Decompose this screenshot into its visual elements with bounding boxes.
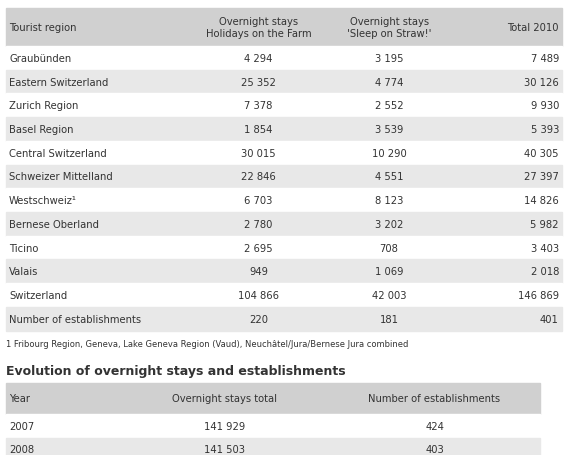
Text: Evolution of overnight stays and establishments: Evolution of overnight stays and establi…	[6, 364, 345, 377]
Text: 424: 424	[425, 421, 444, 431]
Text: 4 294: 4 294	[244, 54, 273, 64]
Bar	[6, 236, 562, 260]
Bar	[6, 383, 540, 414]
Text: Overnight stays
Holidays on the Farm: Overnight stays Holidays on the Farm	[206, 17, 311, 39]
Text: 2008: 2008	[9, 445, 34, 455]
Text: 104 866: 104 866	[238, 290, 279, 300]
Text: 3 195: 3 195	[375, 54, 403, 64]
Text: Number of establishments: Number of establishments	[9, 314, 141, 324]
Text: 2 780: 2 780	[244, 219, 273, 229]
Bar	[6, 283, 562, 307]
Text: 7 378: 7 378	[244, 101, 273, 111]
Text: 141 929: 141 929	[204, 421, 245, 431]
Text: 30 126: 30 126	[524, 77, 559, 87]
Bar	[6, 47, 562, 71]
Text: 2 552: 2 552	[375, 101, 403, 111]
Text: 3 202: 3 202	[375, 219, 403, 229]
Text: 40 305: 40 305	[524, 148, 559, 158]
Text: Total 2010: Total 2010	[507, 23, 559, 33]
Text: 146 869: 146 869	[518, 290, 559, 300]
Text: Zurich Region: Zurich Region	[9, 101, 78, 111]
Text: 949: 949	[249, 267, 268, 277]
Bar	[6, 142, 562, 165]
Text: Schweizer Mittelland: Schweizer Mittelland	[9, 172, 113, 182]
Text: 5 393: 5 393	[531, 125, 559, 135]
Text: 1 854: 1 854	[244, 125, 273, 135]
Bar	[6, 260, 562, 283]
Bar	[6, 212, 562, 236]
Text: 6 703: 6 703	[244, 196, 273, 206]
Bar	[6, 165, 562, 189]
Text: 4 551: 4 551	[375, 172, 403, 182]
Text: Valais: Valais	[9, 267, 39, 277]
Bar	[6, 94, 562, 118]
Text: Overnight stays
'Sleep on Straw!': Overnight stays 'Sleep on Straw!'	[347, 17, 431, 39]
Text: 220: 220	[249, 314, 268, 324]
Text: 7 489: 7 489	[531, 54, 559, 64]
Text: 10 290: 10 290	[371, 148, 407, 158]
Text: Eastern Switzerland: Eastern Switzerland	[9, 77, 108, 87]
Text: 2007: 2007	[9, 421, 34, 431]
Text: 27 397: 27 397	[524, 172, 559, 182]
Text: 42 003: 42 003	[372, 290, 406, 300]
Text: 403: 403	[425, 445, 444, 455]
Bar	[6, 118, 562, 142]
Text: Graubünden: Graubünden	[9, 54, 72, 64]
Text: Westschweiz¹: Westschweiz¹	[9, 196, 77, 206]
Bar	[6, 9, 562, 47]
Bar	[6, 307, 562, 331]
Text: Central Switzerland: Central Switzerland	[9, 148, 107, 158]
Bar	[6, 414, 540, 438]
Text: Number of establishments: Number of establishments	[369, 394, 500, 404]
Text: 30 015: 30 015	[241, 148, 275, 158]
Text: 4 774: 4 774	[375, 77, 403, 87]
Text: 141 503: 141 503	[204, 445, 245, 455]
Text: 181: 181	[379, 314, 399, 324]
Bar	[6, 71, 562, 94]
Text: 22 846: 22 846	[241, 172, 276, 182]
Text: Bernese Oberland: Bernese Oberland	[9, 219, 99, 229]
Text: 14 826: 14 826	[524, 196, 559, 206]
Text: 2 018: 2 018	[531, 267, 559, 277]
Text: 3 539: 3 539	[375, 125, 403, 135]
Text: 8 123: 8 123	[375, 196, 403, 206]
Bar	[6, 189, 562, 212]
Text: 1 069: 1 069	[375, 267, 403, 277]
Text: 25 352: 25 352	[241, 77, 276, 87]
Text: Switzerland: Switzerland	[9, 290, 68, 300]
Text: Ticino: Ticino	[9, 243, 39, 253]
Text: Basel Region: Basel Region	[9, 125, 74, 135]
Text: 708: 708	[379, 243, 399, 253]
Text: 9 930: 9 930	[531, 101, 559, 111]
Text: Overnight stays total: Overnight stays total	[172, 394, 277, 404]
Text: 401: 401	[540, 314, 559, 324]
Text: Tourist region: Tourist region	[9, 23, 77, 33]
Text: 1 Fribourg Region, Geneva, Lake Geneva Region (Vaud), Neuchâtel/Jura/Bernese Jur: 1 Fribourg Region, Geneva, Lake Geneva R…	[6, 339, 408, 348]
Text: Year: Year	[9, 394, 30, 404]
Text: 5 982: 5 982	[531, 219, 559, 229]
Bar	[6, 438, 540, 455]
Text: 3 403: 3 403	[531, 243, 559, 253]
Text: 2 695: 2 695	[244, 243, 273, 253]
